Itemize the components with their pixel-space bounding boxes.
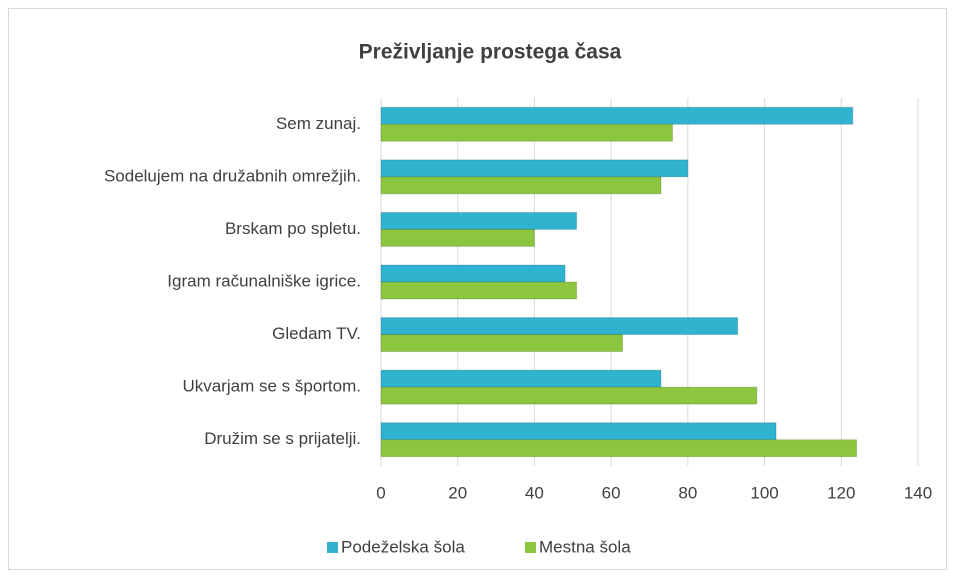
bar	[380, 123, 674, 142]
y-tick-label: Ukvarjam se s športom.	[182, 377, 361, 396]
x-tick-label: 60	[602, 483, 621, 502]
bar	[380, 264, 566, 283]
x-tick-label: 100	[750, 483, 778, 502]
y-tick-label: Sodelujem na družabnih omrežjih.	[104, 166, 361, 185]
bar	[380, 228, 535, 247]
bar	[380, 106, 854, 125]
x-tick-label: 80	[678, 483, 697, 502]
bar	[380, 211, 578, 230]
chart-title: Preživljanje prostega časa	[359, 41, 622, 64]
y-tick-label: Igram računalniške igrice.	[167, 271, 361, 290]
y-tick-label: Gledam TV.	[272, 324, 361, 343]
x-tick-label: 140	[904, 483, 932, 502]
legend-swatch	[525, 542, 536, 553]
bar	[380, 317, 739, 336]
x-tick-label: 20	[448, 483, 467, 502]
y-tick-label: Družim se s prijatelji.	[204, 429, 361, 448]
legend-label: Mestna šola	[539, 537, 631, 556]
bar	[380, 176, 662, 195]
x-tick-label: 0	[376, 483, 385, 502]
y-tick-label: Sem zunaj.	[276, 114, 361, 133]
y-tick-label: Brskam po spletu.	[225, 219, 361, 238]
bar	[380, 159, 689, 178]
x-tick-label: 120	[827, 483, 855, 502]
bar	[380, 281, 578, 300]
bar	[380, 334, 624, 353]
legend-label: Podeželska šola	[341, 537, 465, 556]
bar	[380, 369, 662, 388]
x-tick-label: 40	[525, 483, 544, 502]
legend-swatch	[327, 542, 338, 553]
bar	[380, 386, 758, 405]
bar	[380, 422, 777, 441]
bar	[380, 439, 858, 458]
